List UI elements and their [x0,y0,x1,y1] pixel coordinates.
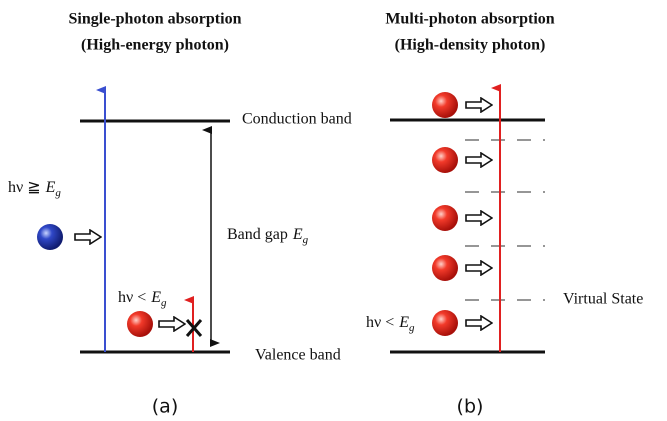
photon-label: hν < Eg [366,314,415,334]
photon [127,311,153,337]
subscript: g [161,297,167,309]
photons [432,92,493,336]
photon-label: hν ≧ Eg [8,179,61,199]
panel-b: Multi-photon absorption (High-density ph… [366,11,643,418]
conduction-band-label: Conduction band [242,111,352,128]
label-text: hν < [366,314,394,331]
label-text: Band gap [227,226,288,243]
symbol: E [150,289,161,306]
label-text: hν ≧ [8,179,41,196]
valence-band-label: Valence band [255,347,341,364]
hollow-arrow [465,315,493,331]
blocked-mark [185,319,203,337]
subscript: g [55,187,61,199]
symbol: E [45,179,56,196]
photon [432,147,458,173]
caption: (a) [152,396,178,418]
photon-label: hν < Eg [118,289,167,309]
hollow-arrow [465,210,493,226]
photon [37,224,63,250]
photon [432,92,458,118]
subscript: g [303,234,309,246]
subtitle: (High-density photon) [395,37,546,54]
virtual-state-label: Virtual State [563,291,643,308]
photon [432,205,458,231]
hollow-arrow [465,152,493,168]
hollow-arrow [74,229,102,245]
panel-a: Single-photon absorption (High-energy ph… [8,11,352,418]
title: Single-photon absorption [69,11,242,28]
title: Multi-photon absorption [385,11,554,28]
subtitle: (High-energy photon) [81,37,229,54]
symbol: E [398,314,409,331]
hollow-arrow [465,97,493,113]
band-gap-label: Band gap Eg [227,226,309,246]
symbol: E [292,226,303,243]
photon [432,310,458,336]
hollow-arrow [465,260,493,276]
hollow-arrow [158,316,186,332]
photon [432,255,458,281]
label-text: hν < [118,289,146,306]
virtual-levels [465,139,545,301]
subscript: g [409,322,415,334]
caption: (b) [457,396,484,418]
